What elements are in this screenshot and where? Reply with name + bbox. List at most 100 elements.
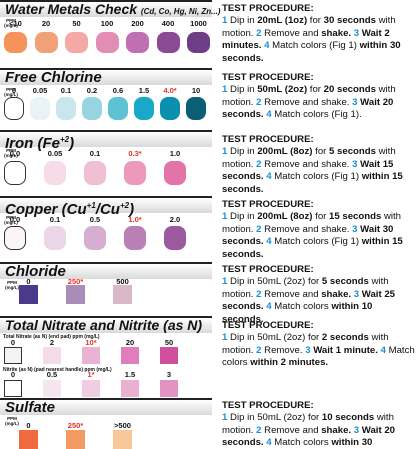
step-text: Dip in [227,332,258,344]
chloride-color-swatch [19,285,38,304]
step-emphasis: 20 seconds [323,84,376,96]
step-text: with motion. [222,412,394,436]
iron-ppm-label: PPM (mg/L) [4,148,18,158]
step-text: for [305,332,322,344]
nitrate-value-label: 2 [49,338,55,347]
nitrite-row-label: Nitrite (as N) (pad nearest handle) ppm … [3,367,112,373]
iron-value-label: 0.1 [89,149,101,158]
sulfate-value-label: 0 [26,421,31,430]
copper-superscript-1: +1 [86,201,96,210]
step-text: Match colors (Fig 1). [271,109,362,121]
chlorine-color-swatch [108,97,128,120]
step-number: 3 [352,96,358,108]
nitrite-color-swatch [82,380,100,397]
water-value-label: 200 [131,19,144,28]
chloride-color-swatch [66,285,85,304]
step-emphasis: 50mL (2oz) [257,84,308,96]
procedure-title: TEST PROCEDURE: [222,134,314,145]
nitrite-value-label: 1.5 [124,370,136,379]
chloride-procedure: TEST PROCEDURE: 1 Dip in 50mL (2oz) for … [222,264,416,326]
step-number: 3 [351,288,360,300]
nitrite-value-label: 0 [10,370,16,379]
nitrite-color-swatch [43,380,61,397]
iron-procedure: TEST PROCEDURE: 1 Dip in 200mL (8oz) for… [222,134,416,196]
step-text: Match colors (Fig 1) [271,236,362,248]
step-text: for [312,211,330,223]
copper-title: Copper (Cu [5,201,87,218]
sulfate-ppm-label: PPM (mg/L) [5,416,19,426]
iron-color-swatch [164,161,186,185]
chlorine-color-swatch [56,97,76,120]
step-text: with motion. [222,146,396,170]
chlorine-ppm-label: PPM (mg/L) [4,87,18,97]
step-emphasis: 20mL (1oz) [257,15,308,27]
nitrate-value-label: 50 [164,338,174,347]
chloride-value-label: 250* [67,277,84,286]
step-number: 3 [305,344,311,356]
iron-value-label: 0.3* [128,149,142,158]
chlorine-value-label: 0.1 [60,86,72,95]
step-emphasis: within 30 seconds. [222,40,401,64]
step-text: Dip in [227,211,258,223]
chlorine-color-swatch [186,97,206,120]
step-number: 1 [222,412,228,424]
step-emphasis: within 30 seconds. [331,437,373,449]
nitrate-value-label: 10* [85,338,97,347]
step-emphasis: Wait 20 seconds. [222,424,396,449]
chlorine-title: Free Chlorine [5,69,102,86]
copper-color-swatch [44,226,66,250]
water-procedure: TEST PROCEDURE: 1 Dip in 20mL (1oz) for … [222,3,416,65]
copper-value-label: 0.5 [89,215,101,224]
step-text: Dip in [227,276,258,288]
step-text: Match colors [271,301,332,313]
sulfate-title: Sulfate [5,399,56,416]
step-emphasis: Wait 25 seconds. [222,288,396,313]
water-metals-subtitle: (Cd, Co, Hg, Ni, Zn...) [140,7,221,16]
water-color-swatch [187,32,210,53]
step-number: 2 [256,223,262,235]
iron-superscript: +2 [60,135,70,144]
step-text: 50mL (2oz) [257,332,306,344]
copper-value-label: 2.0 [169,215,181,224]
copper-superscript-2: +2 [119,201,130,210]
step-number: 4 [266,109,272,121]
step-emphasis: 5 seconds [321,276,369,288]
nitrate-color-swatch [82,347,100,364]
step-emphasis: Wait 30 seconds. [222,223,394,248]
step-emphasis: Wait 1 minute. [310,344,381,356]
water-value-label: 100 [100,19,114,28]
copper-title-end: ) [129,201,135,218]
water-value-label: 1000 [190,19,207,28]
step-text: for [305,412,322,424]
chlorine-value-label: 0 [11,86,17,95]
step-text: Remove and shake. [261,96,353,108]
nitrite-color-swatch [121,380,139,397]
step-number: 2 [256,344,262,356]
nitrate-procedure: TEST PROCEDURE: 1 Dip in 50mL (2oz) for … [222,320,416,370]
step-emphasis: 2 seconds [321,332,369,344]
step-emphasis: Wait 2 minutes. [222,27,390,52]
step-emphasis: shake. [321,288,352,300]
copper-color-swatch [4,226,26,250]
chlorine-value-label: 0.05 [32,86,48,95]
chlorine-color-swatch [30,97,50,120]
water-color-swatch [126,32,149,53]
step-number: 4 [266,236,272,248]
chloride-ppm-label: PPM (mg/L) [5,280,19,290]
step-number: 1 [222,146,228,158]
step-text: Remove and shake. [261,158,353,170]
procedure-title: TEST PROCEDURE: [222,72,314,83]
step-text: Remove and shake. [261,223,353,235]
copper-heading: Copper (Cu+1/Cu+2) [0,196,212,217]
copper-title-mid: /Cu [95,201,120,218]
water-color-swatch [65,32,88,53]
nitrate-color-swatch [4,347,22,364]
iron-value-label: 1.0 [169,149,181,158]
sulfate-heading: Sulfate [0,398,212,415]
step-emphasis: Wait 20 seconds. [222,96,394,121]
water-value-label: 50 [72,19,81,28]
nitrate-color-swatch [43,347,61,364]
step-number: 3 [352,158,358,170]
procedure-title: TEST PROCEDURE: [222,3,314,14]
nitrite-color-swatch [160,380,178,397]
